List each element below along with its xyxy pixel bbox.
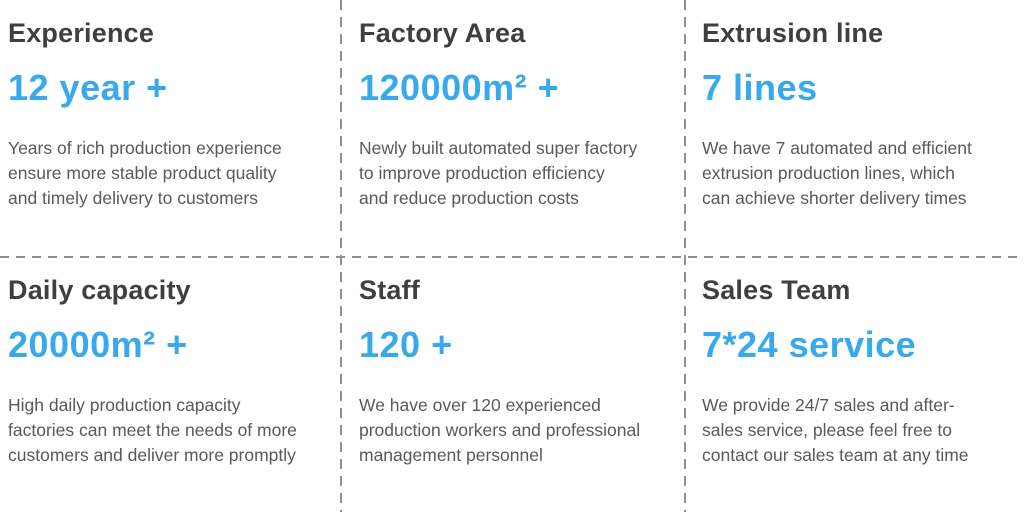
- stat-card-daily-capacity: Daily capacity 20000m² + High daily prod…: [0, 257, 341, 512]
- stat-card-extrusion-line: Extrusion line 7 lines We have 7 automat…: [684, 0, 1024, 257]
- stat-card-title: Factory Area: [359, 18, 526, 48]
- stat-card-value: 120000m² +: [359, 67, 560, 108]
- stat-card-title: Sales Team: [702, 275, 851, 305]
- stat-card-title: Daily capacity: [8, 275, 191, 305]
- stat-card-description: Years of rich production experience ensu…: [8, 138, 282, 208]
- stat-card-staff: Staff 120 + We have over 120 experienced…: [341, 257, 684, 512]
- stat-card-title: Staff: [359, 275, 420, 305]
- horizontal-dashed-divider: [0, 256, 1024, 258]
- stat-card-description: We have over 120 experienced production …: [359, 395, 641, 465]
- stat-card-title: Extrusion line: [702, 18, 884, 48]
- stat-card-value: 20000m² +: [8, 324, 188, 365]
- stat-card-description: We provide 24/7 sales and after- sales s…: [702, 395, 969, 465]
- stat-card-value: 7 lines: [702, 67, 818, 108]
- stat-card-description: High daily production capacity factories…: [8, 395, 297, 465]
- stat-card-value: 7*24 service: [702, 324, 917, 365]
- stat-card-sales-team: Sales Team 7*24 service We provide 24/7 …: [684, 257, 1024, 512]
- stat-card-experience: Experience 12 year + Years of rich produ…: [0, 0, 341, 257]
- stat-card-value: 120 +: [359, 324, 453, 365]
- stat-card-value: 12 year +: [8, 67, 168, 108]
- stat-card-title: Experience: [8, 18, 155, 48]
- stat-card-description: Newly built automated super factory to i…: [359, 138, 638, 208]
- stat-card-description: We have 7 automated and efficient extrus…: [702, 138, 972, 208]
- stat-card-factory-area: Factory Area 120000m² + Newly built auto…: [341, 0, 684, 257]
